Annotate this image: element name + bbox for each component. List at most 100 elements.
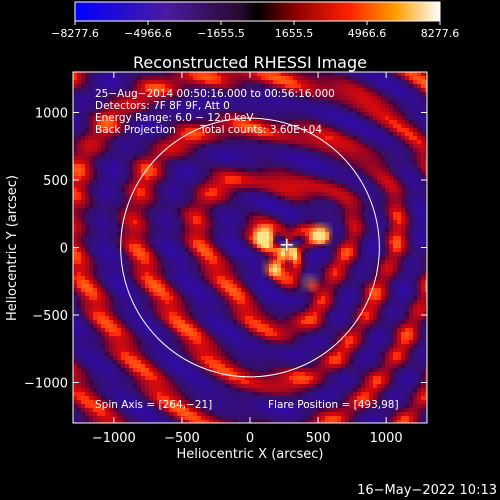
heatmap-cell: [329, 72, 334, 77]
heatmap-cell: [121, 140, 126, 145]
heatmap-cell: [273, 168, 278, 173]
heatmap-cell: [225, 236, 230, 241]
heatmap-cell: [117, 152, 122, 157]
heatmap-cell: [225, 168, 230, 173]
heatmap-cell: [205, 168, 210, 173]
heatmap-cell: [125, 120, 130, 125]
heatmap-cell: [133, 104, 138, 109]
heatmap-cell: [97, 76, 102, 81]
heatmap-cell: [293, 188, 298, 193]
heatmap-cell: [285, 228, 290, 233]
heatmap-cell: [321, 120, 326, 125]
heatmap-cell: [349, 232, 354, 237]
heatmap-cell: [361, 92, 366, 97]
heatmap-cell: [113, 80, 118, 85]
heatmap-cell: [313, 256, 318, 261]
heatmap-cell: [117, 108, 122, 113]
heatmap-cell: [113, 200, 118, 205]
heatmap-cell: [265, 192, 270, 197]
heatmap-cell: [165, 144, 170, 149]
heatmap-cell: [365, 92, 370, 97]
heatmap-cell: [285, 264, 290, 269]
heatmap-cell: [129, 164, 134, 169]
heatmap-cell: [313, 120, 318, 125]
heatmap-cell: [217, 264, 222, 269]
heatmap-cell: [285, 72, 290, 77]
heatmap-cell: [297, 180, 302, 185]
heatmap-cell: [225, 96, 230, 101]
heatmap-cell: [77, 124, 82, 129]
heatmap-cell: [129, 88, 134, 93]
heatmap-cell: [341, 100, 346, 105]
heatmap-cell: [385, 104, 390, 109]
heatmap-cell: [213, 224, 218, 229]
heatmap-cell: [177, 92, 182, 97]
heatmap-cell: [353, 288, 358, 293]
heatmap-cell: [85, 128, 90, 133]
heatmap-cell: [297, 100, 302, 105]
heatmap-cell: [269, 224, 274, 229]
heatmap-cell: [313, 184, 318, 189]
heatmap-cell: [145, 196, 150, 201]
heatmap-cell: [77, 180, 82, 185]
heatmap-cell: [385, 168, 390, 173]
heatmap-cell: [389, 272, 394, 277]
heatmap-cell: [165, 236, 170, 241]
heatmap-cell: [121, 228, 126, 233]
heatmap-cell: [181, 100, 186, 105]
heatmap-cell: [317, 200, 322, 205]
heatmap-cell: [101, 148, 106, 153]
heatmap-cell: [329, 224, 334, 229]
heatmap-cell: [309, 144, 314, 149]
heatmap-cell: [357, 84, 362, 89]
heatmap-cell: [153, 128, 158, 133]
heatmap-cell: [265, 144, 270, 149]
heatmap-cell: [345, 244, 350, 249]
heatmap-cell: [145, 252, 150, 257]
heatmap-cell: [397, 124, 402, 129]
heatmap-cell: [81, 232, 86, 237]
heatmap-cell: [141, 92, 146, 97]
heatmap-cell: [221, 196, 226, 201]
heatmap-cell: [201, 292, 206, 297]
heatmap-cell: [197, 264, 202, 269]
heatmap-cell: [273, 140, 278, 145]
heatmap-cell: [297, 88, 302, 93]
heatmap-cell: [149, 80, 154, 85]
heatmap-cell: [353, 156, 358, 161]
heatmap-cell: [133, 196, 138, 201]
heatmap-cell: [369, 124, 374, 129]
heatmap-cell: [105, 260, 110, 265]
heatmap-cell: [385, 292, 390, 297]
heatmap-cell: [181, 208, 186, 213]
heatmap-cell: [325, 272, 330, 277]
heatmap-cell: [165, 252, 170, 257]
heatmap-cell: [309, 116, 314, 121]
heatmap-cell: [253, 132, 258, 137]
heatmap-cell: [165, 240, 170, 245]
heatmap-cell: [229, 260, 234, 265]
heatmap-cell: [285, 112, 290, 117]
heatmap-cell: [365, 256, 370, 261]
heatmap-cell: [89, 248, 94, 253]
heatmap-cell: [229, 136, 234, 141]
heatmap-cell: [213, 112, 218, 117]
heatmap-cell: [341, 276, 346, 281]
heatmap-cell: [161, 244, 166, 249]
heatmap-cell: [201, 120, 206, 125]
heatmap-cell: [245, 152, 250, 157]
heatmap-cell: [309, 256, 314, 261]
heatmap-cell: [405, 276, 410, 281]
heatmap-cell: [129, 108, 134, 113]
heatmap-cell: [301, 92, 306, 97]
heatmap-cell: [221, 200, 226, 205]
heatmap-cell: [249, 132, 254, 137]
heatmap-cell: [249, 216, 254, 221]
heatmap-cell: [273, 144, 278, 149]
heatmap-cell: [133, 128, 138, 133]
heatmap-cell: [253, 160, 258, 165]
heatmap-cell: [353, 244, 358, 249]
heatmap-cell: [321, 220, 326, 225]
heatmap-cell: [149, 92, 154, 97]
heatmap-cell: [161, 164, 166, 169]
